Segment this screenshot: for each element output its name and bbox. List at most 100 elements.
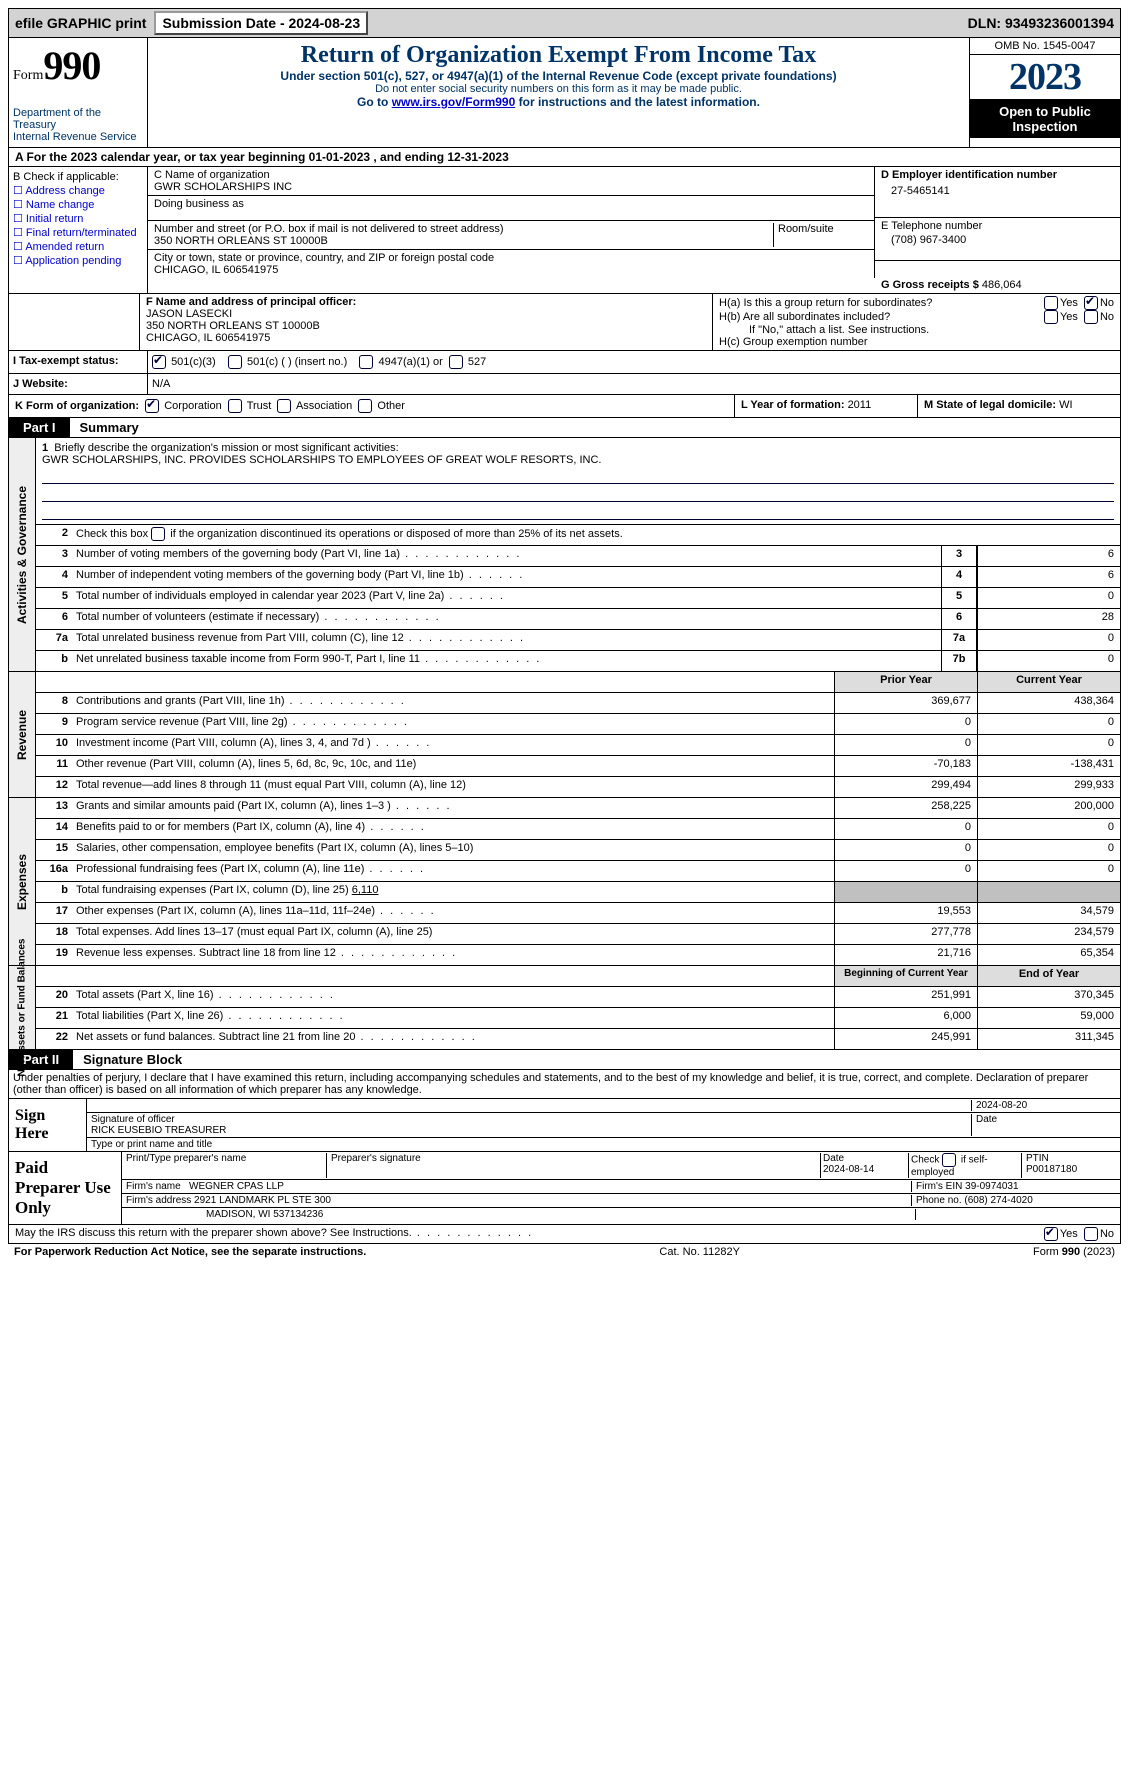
p18: 277,778 — [834, 924, 977, 944]
subtitle-2: Do not enter social security numbers on … — [152, 83, 965, 95]
paid-preparer-label: Paid Preparer Use Only — [9, 1152, 122, 1224]
l15: Salaries, other compensation, employee b… — [72, 840, 834, 860]
subtitle-1: Under section 501(c), 527, or 4947(a)(1)… — [152, 69, 965, 83]
hb-yes-check[interactable] — [1044, 310, 1058, 324]
hb-no-check[interactable] — [1084, 310, 1098, 324]
box-h: H(a) Is this a group return for subordin… — [713, 294, 1120, 350]
form-ref: 990 — [1062, 1246, 1080, 1258]
i-tax-exempt-row: I Tax-exempt status: 501(c)(3) 501(c) ( … — [8, 351, 1121, 374]
m-label: M State of legal domicile: — [924, 399, 1059, 411]
firm-label: Firm's name — [126, 1181, 183, 1192]
check-app-pending[interactable]: ☐ Application pending — [13, 254, 143, 267]
box-b-header: B Check if applicable: — [13, 171, 143, 183]
may-no[interactable] — [1084, 1227, 1098, 1241]
check-assoc[interactable] — [277, 399, 291, 413]
g-value: 486,064 — [982, 279, 1022, 291]
g-label: G Gross receipts $ — [881, 279, 982, 291]
form-header: Form990 Department of the Treasury Inter… — [8, 38, 1121, 148]
dln-label: DLN: 93493236001394 — [962, 13, 1120, 33]
firm-addr-label: Firm's address — [126, 1195, 194, 1206]
may-q: May the IRS discuss this return with the… — [15, 1227, 533, 1239]
check-initial-return[interactable]: ☐ Initial return — [13, 212, 143, 225]
department-label: Department of the Treasury Internal Reve… — [13, 107, 143, 143]
l2-text: if the organization discontinued its ope… — [170, 528, 623, 540]
l8: Contributions and grants (Part VIII, lin… — [72, 693, 834, 713]
ha-no-check[interactable] — [1084, 296, 1098, 310]
signature-declaration: Under penalties of perjury, I declare th… — [8, 1070, 1121, 1099]
part2-header: Part II Signature Block — [8, 1050, 1121, 1070]
summary-expenses: Expenses 13Grants and similar amounts pa… — [8, 798, 1121, 966]
row-a-tax-year: A For the 2023 calendar year, or tax yea… — [8, 148, 1121, 167]
irs-link[interactable]: www.irs.gov/Form990 — [392, 95, 516, 109]
may-yes[interactable] — [1044, 1227, 1058, 1241]
i-label: I Tax-exempt status: — [9, 351, 148, 373]
check-501c-other[interactable] — [228, 355, 242, 369]
j-value: N/A — [148, 374, 1120, 394]
ha-yes-check[interactable] — [1044, 296, 1058, 310]
ptin-label: PTIN — [1026, 1153, 1049, 1164]
f-addr1: 350 NORTH ORLEANS ST 10000B — [146, 320, 706, 332]
topbar-spacer — [370, 21, 962, 25]
paid-preparer-grid: Paid Preparer Use Only Print/Type prepar… — [8, 1152, 1121, 1225]
v7b: 0 — [977, 651, 1120, 671]
check-other[interactable] — [358, 399, 372, 413]
hdr-end: End of Year — [977, 966, 1120, 986]
form-word: Form — [13, 68, 43, 83]
org-name: GWR SCHOLARSHIPS INC — [154, 181, 868, 193]
c9: 0 — [977, 714, 1120, 734]
firm-ein: 39-0974031 — [965, 1181, 1018, 1192]
vlabel-net: Net Assets or Fund Balances — [17, 938, 28, 1076]
hdr-prior: Prior Year — [834, 672, 977, 692]
l7a: Total unrelated business revenue from Pa… — [72, 630, 941, 650]
submission-date-button[interactable]: Submission Date - 2024-08-23 — [154, 11, 368, 35]
check-4947[interactable] — [359, 355, 373, 369]
c16b-shade — [977, 882, 1120, 902]
check-corp[interactable] — [145, 399, 159, 413]
v7a: 0 — [977, 630, 1120, 650]
check-501c3[interactable] — [152, 355, 166, 369]
firm-ein-label: Firm's EIN — [916, 1181, 965, 1192]
self-emp-check[interactable] — [942, 1153, 956, 1167]
date-label: Date — [971, 1114, 1116, 1136]
e22: 311,345 — [977, 1029, 1120, 1049]
l1-text: GWR SCHOLARSHIPS, INC. PROVIDES SCHOLARS… — [42, 454, 601, 466]
f-h-row: F Name and address of principal officer:… — [8, 294, 1121, 351]
paperwork-notice: For Paperwork Reduction Act Notice, see … — [14, 1246, 366, 1258]
firm-addr1: 2921 LANDMARK PL STE 300 — [194, 1195, 331, 1206]
c10: 0 — [977, 735, 1120, 755]
p16a: 0 — [834, 861, 977, 881]
check-amended[interactable]: ☐ Amended return — [13, 240, 143, 253]
check-527[interactable] — [449, 355, 463, 369]
c8: 438,364 — [977, 693, 1120, 713]
efile-topbar: efile GRAPHIC print Submission Date - 20… — [8, 8, 1121, 38]
p10: 0 — [834, 735, 977, 755]
tax-year: 2023 — [970, 55, 1120, 100]
p11: -70,183 — [834, 756, 977, 776]
l16a: Professional fundraising fees (Part IX, … — [72, 861, 834, 881]
box-f: F Name and address of principal officer:… — [140, 294, 713, 350]
l7b: Net unrelated business taxable income fr… — [72, 651, 941, 671]
check-final-return[interactable]: ☐ Final return/terminated — [13, 226, 143, 239]
firm-name: WEGNER CPAS LLP — [189, 1181, 284, 1192]
check-name-change[interactable]: ☐ Name change — [13, 198, 143, 211]
check-address-change[interactable]: ☐ Address change — [13, 184, 143, 197]
form-number: 990 — [43, 43, 100, 88]
hb-label: H(b) Are all subordinates included? — [719, 311, 1044, 323]
l10: Investment income (Part VIII, column (A)… — [72, 735, 834, 755]
c16a: 0 — [977, 861, 1120, 881]
summary-netassets: Net Assets or Fund Balances Beginning of… — [8, 966, 1121, 1050]
l5: Total number of individuals employed in … — [72, 588, 941, 608]
p17: 19,553 — [834, 903, 977, 923]
e-phone-value: (708) 967-3400 — [881, 232, 1114, 246]
d-ein-label: D Employer identification number — [881, 169, 1114, 181]
pp-sig-label: Preparer's signature — [327, 1153, 821, 1178]
p15: 0 — [834, 840, 977, 860]
addr-label: Number and street (or P.O. box if mail i… — [154, 223, 773, 235]
cat-no: Cat. No. 11282Y — [659, 1246, 740, 1258]
goto-pre: Go to — [357, 95, 392, 109]
l2-check[interactable] — [151, 527, 165, 541]
c15: 0 — [977, 840, 1120, 860]
l12: Total revenue—add lines 8 through 11 (mu… — [72, 777, 834, 797]
check-trust[interactable] — [228, 399, 242, 413]
box-deg: D Employer identification number 27-5465… — [875, 167, 1120, 293]
